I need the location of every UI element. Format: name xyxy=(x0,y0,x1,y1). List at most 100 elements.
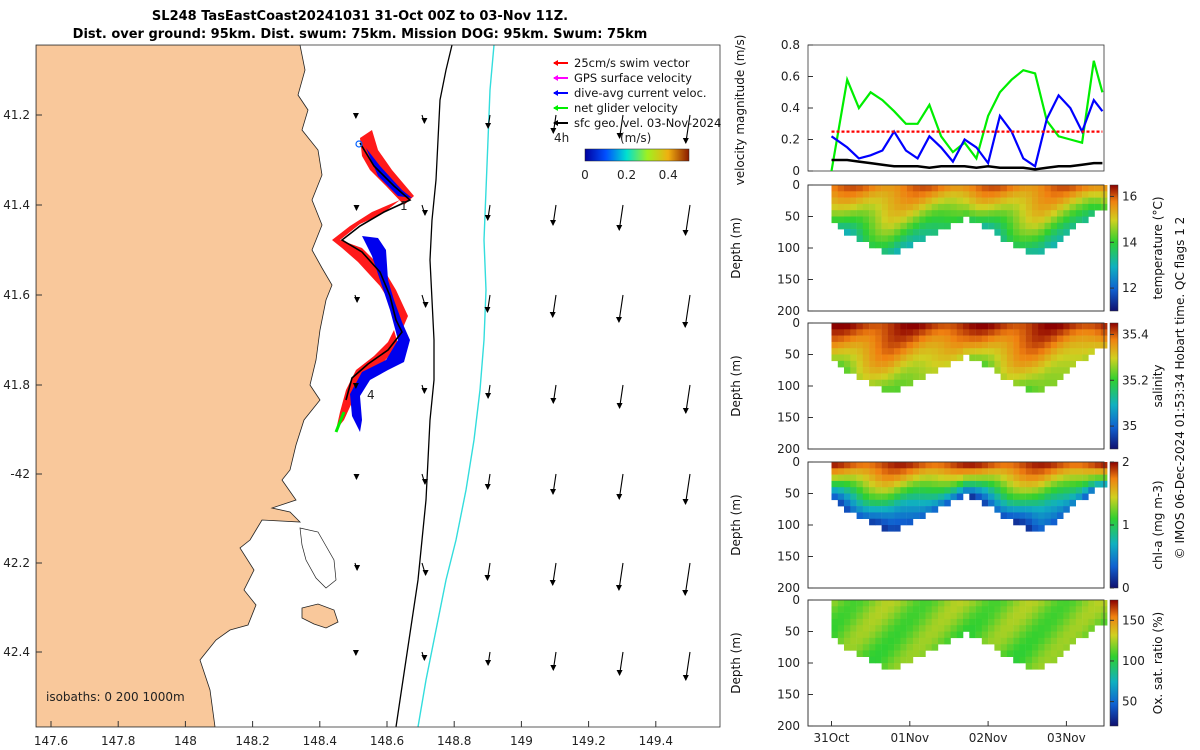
section-cell xyxy=(963,606,970,613)
section-cell xyxy=(844,216,851,224)
section-cell xyxy=(869,493,876,501)
section-cell xyxy=(994,348,1001,355)
section-cell xyxy=(1025,512,1033,519)
section-cell xyxy=(887,512,895,519)
section-cell xyxy=(950,474,957,482)
section-cell xyxy=(850,462,857,469)
colorbar-tick-label: 0.4 xyxy=(659,168,678,182)
section-cell xyxy=(1050,612,1058,620)
geo-arrow-head xyxy=(422,479,428,485)
section-cell xyxy=(894,360,901,368)
section-cell xyxy=(862,191,870,198)
section-cell xyxy=(944,216,951,224)
section-cell xyxy=(912,625,920,632)
section-ytick-label: 100 xyxy=(777,518,800,532)
section-cell xyxy=(950,487,957,494)
bay-cutout xyxy=(299,527,337,589)
section-cell xyxy=(894,197,901,205)
section-cell xyxy=(938,216,945,224)
section-cell xyxy=(1063,606,1070,613)
section-cell xyxy=(994,625,1001,632)
section-cell xyxy=(906,499,914,507)
section-cell xyxy=(1000,354,1008,362)
section-cell xyxy=(856,493,864,501)
section-cell xyxy=(1088,625,1095,632)
geo-arrow-head xyxy=(682,408,689,414)
section-cell xyxy=(1057,600,1064,607)
section-cell xyxy=(975,474,983,482)
section-cell xyxy=(912,493,920,501)
section-cell xyxy=(1082,216,1089,224)
section-cell xyxy=(994,499,1001,507)
section-cell xyxy=(894,210,901,217)
section-cell xyxy=(1082,618,1089,626)
section-cell xyxy=(944,185,951,192)
section-cell xyxy=(1038,235,1045,242)
section-cell xyxy=(1013,499,1020,507)
colorbar-tick-label: 0.2 xyxy=(617,168,636,182)
section-cell xyxy=(1025,210,1033,217)
section-cell xyxy=(1006,210,1014,217)
section-cell xyxy=(925,360,932,368)
section-cell xyxy=(912,203,920,211)
section-cell xyxy=(1057,335,1064,343)
section-cell xyxy=(956,462,964,469)
geo-arrow-head xyxy=(550,665,557,671)
section-cell xyxy=(844,631,851,639)
section-ylabel: Depth (m) xyxy=(729,217,743,278)
section-cell xyxy=(1019,656,1026,664)
section-cell xyxy=(856,606,864,613)
section-cell xyxy=(1032,323,1039,330)
section-cell xyxy=(1025,631,1033,639)
section-cell xyxy=(1044,637,1051,645)
section-cell xyxy=(981,335,989,343)
section-cell xyxy=(900,480,907,488)
section-cell xyxy=(963,462,970,469)
section-cell xyxy=(850,360,857,368)
glider-track-line xyxy=(340,142,412,401)
legend-arrowhead xyxy=(553,120,558,126)
legend-label: net glider velocity xyxy=(574,101,678,115)
section-cell xyxy=(837,354,845,362)
section-cell xyxy=(1044,518,1051,526)
section-cell xyxy=(1032,348,1039,355)
section-cell xyxy=(963,348,970,355)
section-cell xyxy=(1038,637,1045,645)
section-cell xyxy=(1038,493,1045,501)
section-cell xyxy=(906,650,914,657)
section-cell xyxy=(994,631,1001,639)
section-cell xyxy=(1088,197,1095,205)
section-cell xyxy=(1006,474,1014,482)
island-polygon xyxy=(301,603,339,629)
section-cell xyxy=(925,203,932,211)
section-cell xyxy=(1032,203,1039,211)
section-cell xyxy=(1000,612,1008,620)
section-cell xyxy=(988,222,995,230)
section-cell xyxy=(844,191,851,198)
geo-arrow-head xyxy=(353,205,360,211)
section-cell xyxy=(938,480,945,488)
section-cell xyxy=(1000,210,1008,217)
section-cell xyxy=(900,235,907,242)
section-cell xyxy=(944,462,951,469)
section-cell xyxy=(906,222,914,230)
section-cell xyxy=(862,612,870,620)
velocity-ytick-label: 0.8 xyxy=(781,38,800,52)
section-cell xyxy=(1000,222,1008,230)
section-cell xyxy=(1044,487,1051,494)
section-cell xyxy=(938,335,945,343)
section-cell xyxy=(1075,329,1083,336)
section-cell xyxy=(925,644,932,651)
section-ylabel: Depth (m) xyxy=(729,355,743,416)
section-cell xyxy=(894,487,901,494)
section-cell xyxy=(1038,216,1045,224)
section-cell xyxy=(906,474,914,482)
section-cell xyxy=(1063,360,1070,368)
section-cell xyxy=(862,348,870,355)
section-cell xyxy=(1019,360,1026,368)
section-cell xyxy=(1069,487,1076,494)
section-cell xyxy=(900,493,907,501)
section-cell xyxy=(1013,241,1020,249)
section-cell xyxy=(844,367,851,374)
